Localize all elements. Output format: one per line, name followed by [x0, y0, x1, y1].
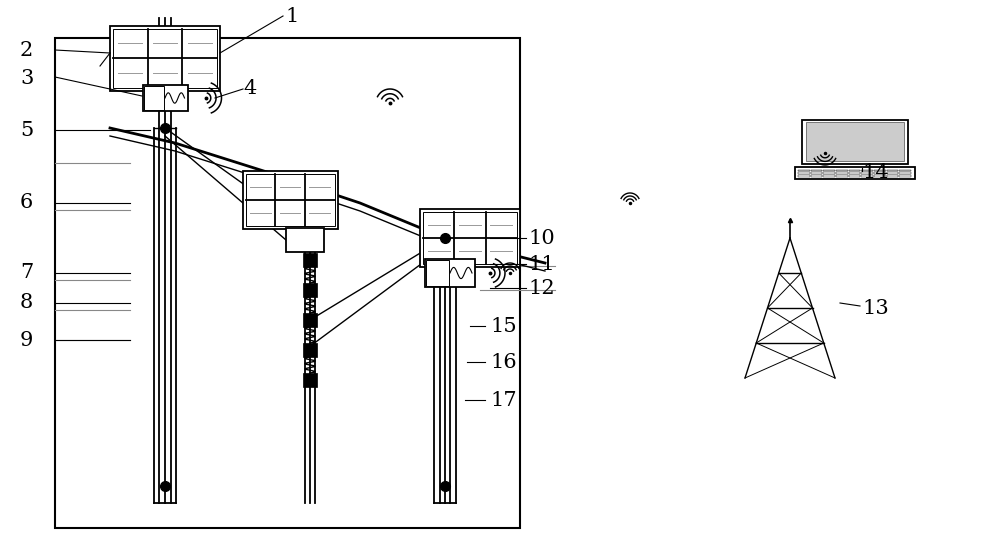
Text: 15: 15 — [490, 316, 517, 335]
Bar — [242, 171, 338, 229]
Bar — [899, 175, 911, 177]
Bar — [110, 26, 220, 90]
Bar — [303, 373, 317, 387]
Bar — [426, 260, 449, 286]
Bar — [823, 170, 835, 171]
Bar — [423, 212, 517, 264]
Bar — [795, 167, 915, 179]
Bar — [806, 122, 904, 161]
Text: 1: 1 — [285, 7, 298, 26]
Bar — [861, 170, 873, 171]
Bar — [144, 86, 164, 110]
Bar — [899, 170, 911, 171]
Bar — [798, 175, 810, 177]
Bar — [303, 343, 317, 357]
Bar — [887, 172, 898, 174]
Bar — [798, 172, 810, 174]
Text: 3: 3 — [20, 69, 33, 88]
Bar — [887, 175, 898, 177]
Bar — [874, 172, 886, 174]
Bar — [836, 170, 848, 171]
Text: 5: 5 — [20, 121, 33, 140]
Bar — [836, 175, 848, 177]
Bar — [246, 174, 334, 226]
Bar — [811, 172, 822, 174]
Bar — [836, 172, 848, 174]
Text: 12: 12 — [528, 278, 555, 297]
Bar — [303, 253, 317, 267]
Text: 11: 11 — [528, 254, 555, 273]
Bar — [874, 170, 886, 171]
Bar — [823, 175, 835, 177]
Bar — [823, 172, 835, 174]
Bar — [861, 175, 873, 177]
Text: 8: 8 — [20, 294, 33, 312]
Text: 10: 10 — [528, 228, 555, 248]
Text: 6: 6 — [20, 194, 33, 213]
Bar — [811, 170, 822, 171]
Text: 13: 13 — [862, 299, 889, 318]
Bar — [802, 121, 908, 164]
Bar — [798, 170, 810, 171]
Bar — [887, 170, 898, 171]
Bar — [849, 170, 860, 171]
Bar — [286, 228, 324, 252]
Bar — [420, 209, 520, 267]
Bar — [899, 172, 911, 174]
Bar — [303, 283, 317, 297]
Bar — [874, 175, 886, 177]
Text: 9: 9 — [20, 330, 33, 349]
Text: 4: 4 — [243, 79, 256, 99]
Bar — [849, 172, 860, 174]
Bar — [425, 259, 475, 287]
Text: 17: 17 — [490, 391, 517, 410]
Text: 14: 14 — [862, 163, 889, 182]
Bar — [55, 38, 520, 528]
Bar — [861, 172, 873, 174]
Text: 16: 16 — [490, 353, 517, 372]
Bar — [811, 175, 822, 177]
Bar — [143, 85, 188, 111]
Bar — [113, 28, 217, 88]
Bar — [849, 175, 860, 177]
Text: 2: 2 — [20, 41, 33, 60]
Text: 7: 7 — [20, 263, 33, 282]
Bar — [303, 313, 317, 327]
